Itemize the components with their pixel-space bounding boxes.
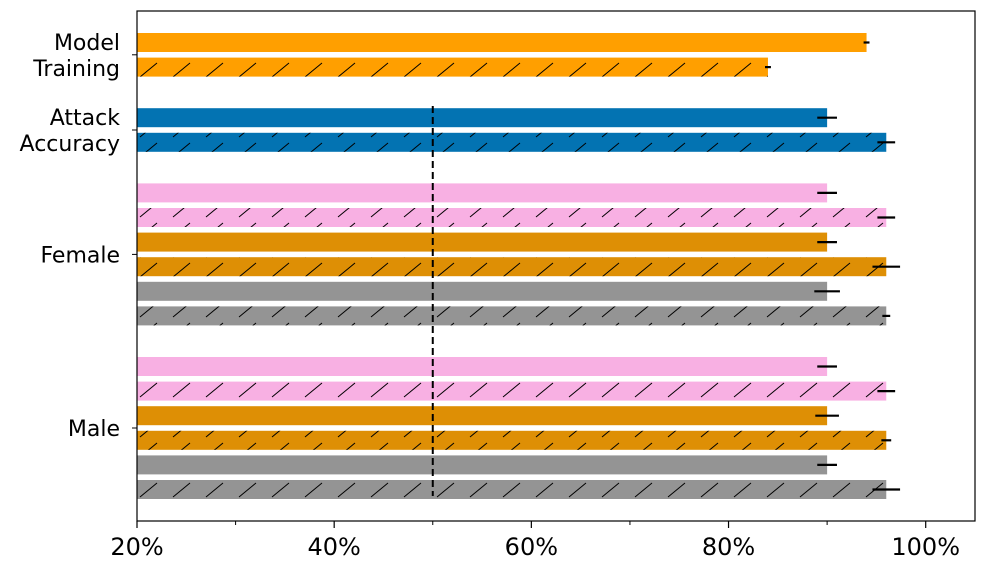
y-label-3-0: Male [68, 417, 120, 442]
x-tick-label-2: 60% [505, 533, 558, 561]
y-label-0-0: Model [54, 31, 120, 56]
bar-2-4 [137, 281, 828, 301]
bar-hatch-2-3 [137, 257, 887, 277]
bar-3-2 [137, 406, 828, 426]
bar-hatch-3-5 [137, 480, 887, 499]
y-label-1-0: Attack [50, 106, 120, 131]
x-tick-label-0: 20% [110, 533, 163, 561]
bar-hatch-3-1 [137, 381, 887, 401]
bar-1-0 [137, 108, 828, 128]
y-label-1-1: Accuracy [20, 132, 120, 157]
bar-hatch-2-1 [137, 208, 887, 227]
bar-3-0 [137, 357, 828, 376]
bar-2-0 [137, 183, 828, 203]
bar-hatch-1-1 [137, 132, 887, 152]
bar-hatch-0-1 [137, 57, 768, 77]
bar-0-0 [137, 33, 867, 52]
bar-3-4 [137, 455, 828, 475]
x-tick-label-3: 80% [702, 533, 755, 561]
y-label-2-0: Female [40, 243, 120, 268]
x-tick-label-4: 100% [891, 533, 960, 561]
bar-hatch-2-5 [137, 306, 887, 326]
axes-frame [136, 10, 976, 522]
y-label-0-1: Training [32, 57, 120, 82]
bar-2-2 [137, 232, 828, 252]
bar-hatch-3-3 [137, 430, 887, 450]
x-tick-label-1: 40% [308, 533, 361, 561]
